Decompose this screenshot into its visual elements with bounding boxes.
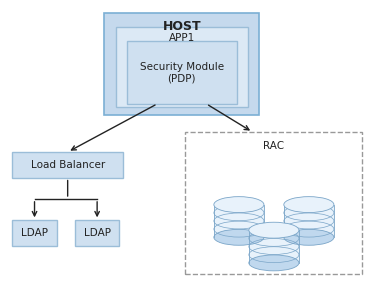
Ellipse shape — [214, 229, 264, 245]
Ellipse shape — [284, 229, 334, 245]
FancyBboxPatch shape — [75, 220, 119, 246]
FancyBboxPatch shape — [105, 13, 259, 115]
FancyBboxPatch shape — [13, 152, 123, 178]
Ellipse shape — [249, 255, 299, 271]
FancyBboxPatch shape — [127, 41, 237, 104]
FancyBboxPatch shape — [249, 230, 299, 263]
Text: RAC: RAC — [263, 141, 285, 151]
Text: APP1: APP1 — [169, 33, 195, 43]
FancyBboxPatch shape — [115, 27, 248, 106]
Ellipse shape — [284, 197, 334, 213]
FancyBboxPatch shape — [214, 205, 264, 237]
Text: LDAP: LDAP — [83, 228, 111, 238]
FancyBboxPatch shape — [13, 220, 57, 246]
Text: Security Module
(PDP): Security Module (PDP) — [140, 62, 224, 83]
Ellipse shape — [249, 222, 299, 238]
FancyBboxPatch shape — [284, 205, 334, 237]
Text: HOST: HOST — [162, 20, 201, 33]
Text: LDAP: LDAP — [21, 228, 48, 238]
Text: Load Balancer: Load Balancer — [30, 160, 105, 170]
Ellipse shape — [214, 197, 264, 213]
